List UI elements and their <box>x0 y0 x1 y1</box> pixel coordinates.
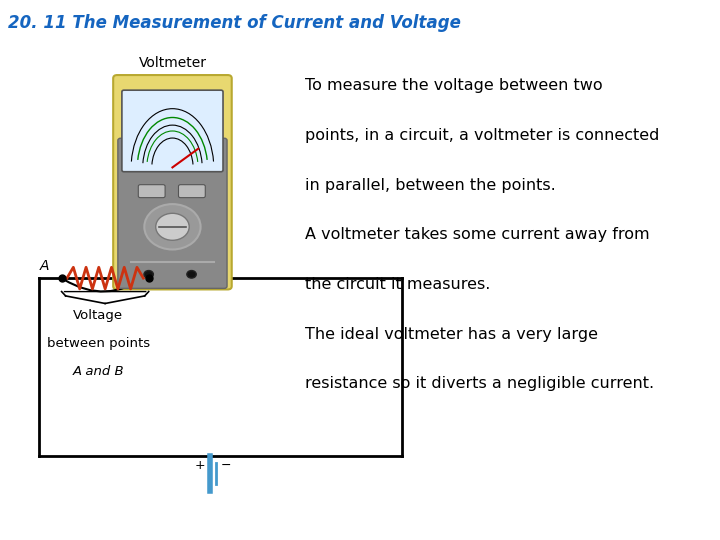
Text: in parallel, between the points.: in parallel, between the points. <box>305 178 555 193</box>
FancyBboxPatch shape <box>138 185 165 198</box>
Circle shape <box>187 271 197 278</box>
Text: points, in a circuit, a voltmeter is connected: points, in a circuit, a voltmeter is con… <box>305 128 659 143</box>
FancyBboxPatch shape <box>122 90 223 172</box>
Text: +: + <box>194 459 205 472</box>
Text: 20. 11 The Measurement of Current and Voltage: 20. 11 The Measurement of Current and Vo… <box>8 14 461 31</box>
Text: resistance so it diverts a negligible current.: resistance so it diverts a negligible cu… <box>305 376 654 392</box>
Text: To measure the voltage between two: To measure the voltage between two <box>305 78 603 93</box>
Text: B: B <box>152 259 161 273</box>
FancyBboxPatch shape <box>113 75 232 289</box>
Text: A voltmeter takes some current away from: A voltmeter takes some current away from <box>305 227 649 242</box>
Text: the circuit it measures.: the circuit it measures. <box>305 277 490 292</box>
Circle shape <box>156 213 189 240</box>
Text: Voltmeter: Voltmeter <box>138 56 207 70</box>
Text: A: A <box>40 259 50 273</box>
FancyBboxPatch shape <box>179 185 205 198</box>
Text: A and B: A and B <box>73 365 125 378</box>
Text: between points: between points <box>47 337 150 350</box>
Circle shape <box>144 271 153 278</box>
FancyBboxPatch shape <box>118 138 227 288</box>
Text: −: − <box>221 459 232 472</box>
Text: The ideal voltmeter has a very large: The ideal voltmeter has a very large <box>305 327 598 342</box>
Circle shape <box>144 204 201 249</box>
Text: Voltage: Voltage <box>73 309 124 322</box>
